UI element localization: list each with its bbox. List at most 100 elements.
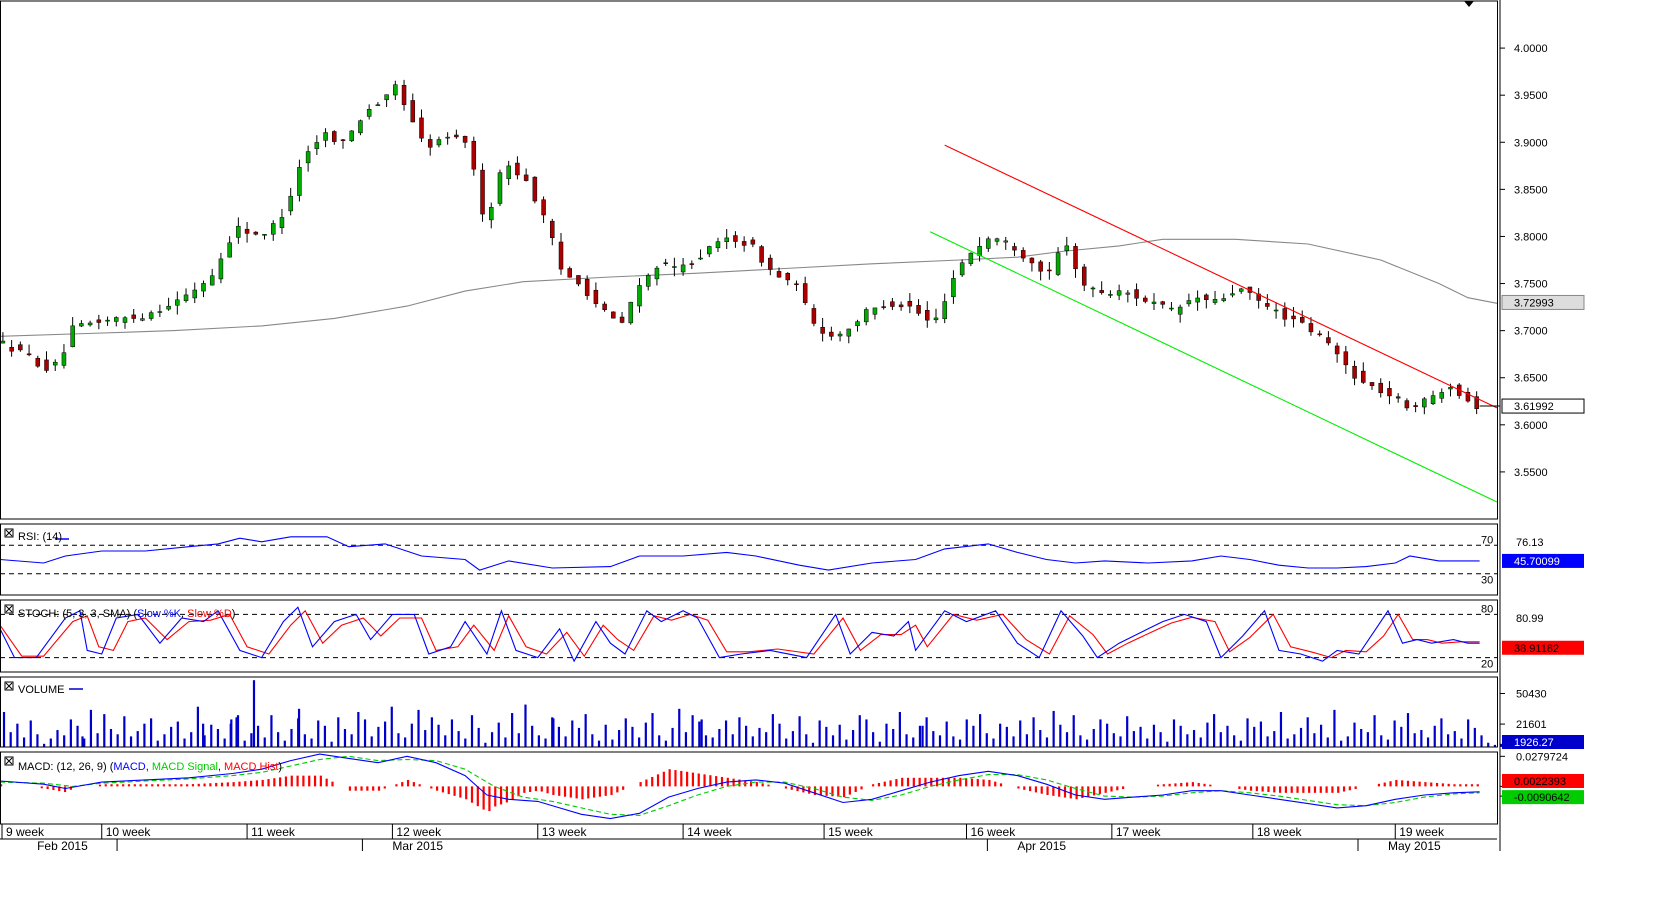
volume-bar [671,727,674,747]
volume-bar [417,709,420,747]
volume-bar [658,735,661,747]
volume-bar [1273,731,1276,747]
macd-current-tag-bg [1502,773,1584,788]
volume-bar [56,730,59,747]
candle-body [1369,382,1375,386]
candle-body [506,165,511,179]
macd-hist-bar [755,782,758,787]
candle-body [829,331,834,337]
candle-body [366,109,372,117]
volume-bar [1179,725,1182,747]
macd-hist-bar [912,777,915,787]
macd-hist-bar [244,781,247,787]
candle-body [288,195,293,212]
volume-bar [718,728,721,747]
volume-bar [1340,740,1343,747]
volume-bar [1353,722,1356,747]
candle-body [480,169,485,215]
candle-body [968,252,974,264]
macd-hist-bar [273,778,276,787]
volume-spike-bar [202,723,205,747]
macd-hist-bar [226,782,229,787]
candle-body [340,139,346,141]
volume-bar [778,723,781,747]
candle-body [1020,250,1026,259]
volume-bar [1373,715,1376,747]
volume-bar [69,719,72,747]
candle-body [1038,261,1043,272]
volume-bar [29,720,32,747]
volume-bar [383,721,387,747]
candle-body [933,317,939,321]
vol-panel-frame [0,676,1498,748]
volume-bar [1092,728,1095,747]
macd-hist-bar [1156,784,1160,787]
candle-body [1099,290,1104,293]
macd-hist-bar [232,782,235,787]
volume-bar [1306,717,1309,747]
macd-hist-bar [1319,786,1322,793]
volume-bar [263,737,266,747]
current-price-tag: 3.61992 [1514,401,1554,413]
volume-bar [176,721,179,747]
volume-bar [992,738,995,747]
current-price-tag-bg [1501,398,1585,414]
macd-hist-bar [639,782,642,787]
stoch-collapse-box-icon [4,604,14,614]
volume-bar [1493,744,1497,747]
macd-hist-bar [901,777,904,787]
macd-hist-bar [372,786,375,791]
volume-bar [1112,733,1115,747]
macd-hist-bar [1063,786,1067,798]
macd-hist-bar [1092,786,1096,796]
rsi-label: RSI: (14) [18,531,62,543]
macd-hist-bar [1069,786,1072,799]
vol-collapse-box-icon [4,681,14,691]
macd-hist-bar [302,775,305,787]
volume-bar [1099,719,1102,747]
candle-body [1291,315,1296,320]
volume-bar [644,722,647,747]
volume-bar [557,726,561,747]
volume-tick-label: 50430 [1516,689,1547,701]
candle-body [759,246,764,263]
macd-hist-bar [220,782,224,787]
candle-body [1230,293,1235,296]
rsi-level-label: 70 [1481,534,1493,546]
candle-body [35,357,41,367]
volume-bar [277,732,280,747]
volume-spike-bar [252,680,256,747]
volume-bar [363,719,367,747]
candle-body [227,242,232,258]
volume-bar [1025,734,1029,747]
macd-hist-bar [319,775,322,787]
macd-hist-bar [1470,784,1474,787]
moving-average-line [0,238,1498,337]
candle-body [1073,246,1078,270]
candle-body [523,174,529,181]
candle-body [576,275,581,285]
week-label: 18 week [1257,825,1303,839]
candle-body [1090,287,1096,290]
candle-body [645,275,651,287]
volume-bar [1059,724,1062,747]
candle-body [192,289,198,299]
volume-bar [1279,712,1283,747]
macd-hist-bar [1383,782,1386,787]
macd-hist-bar [1278,786,1282,793]
volume-bar [1293,734,1296,747]
volume-bar [1467,719,1470,747]
volume-bar [1233,735,1236,747]
macd-hist-bar [610,786,613,795]
volume-bar [1052,710,1055,747]
macd-hist-bar [941,777,945,787]
volume-bar [1219,732,1222,747]
macd-hist-bar [790,786,793,790]
macd-hist-bar [598,786,601,797]
volume-bar [932,731,935,747]
macd-hist-bar [476,786,479,807]
macd-hist-bar [1040,786,1043,794]
macd-hist-bar [499,786,503,805]
price-tick-label: 3.6000 [1514,420,1548,432]
macd-hist-bar [191,784,195,787]
